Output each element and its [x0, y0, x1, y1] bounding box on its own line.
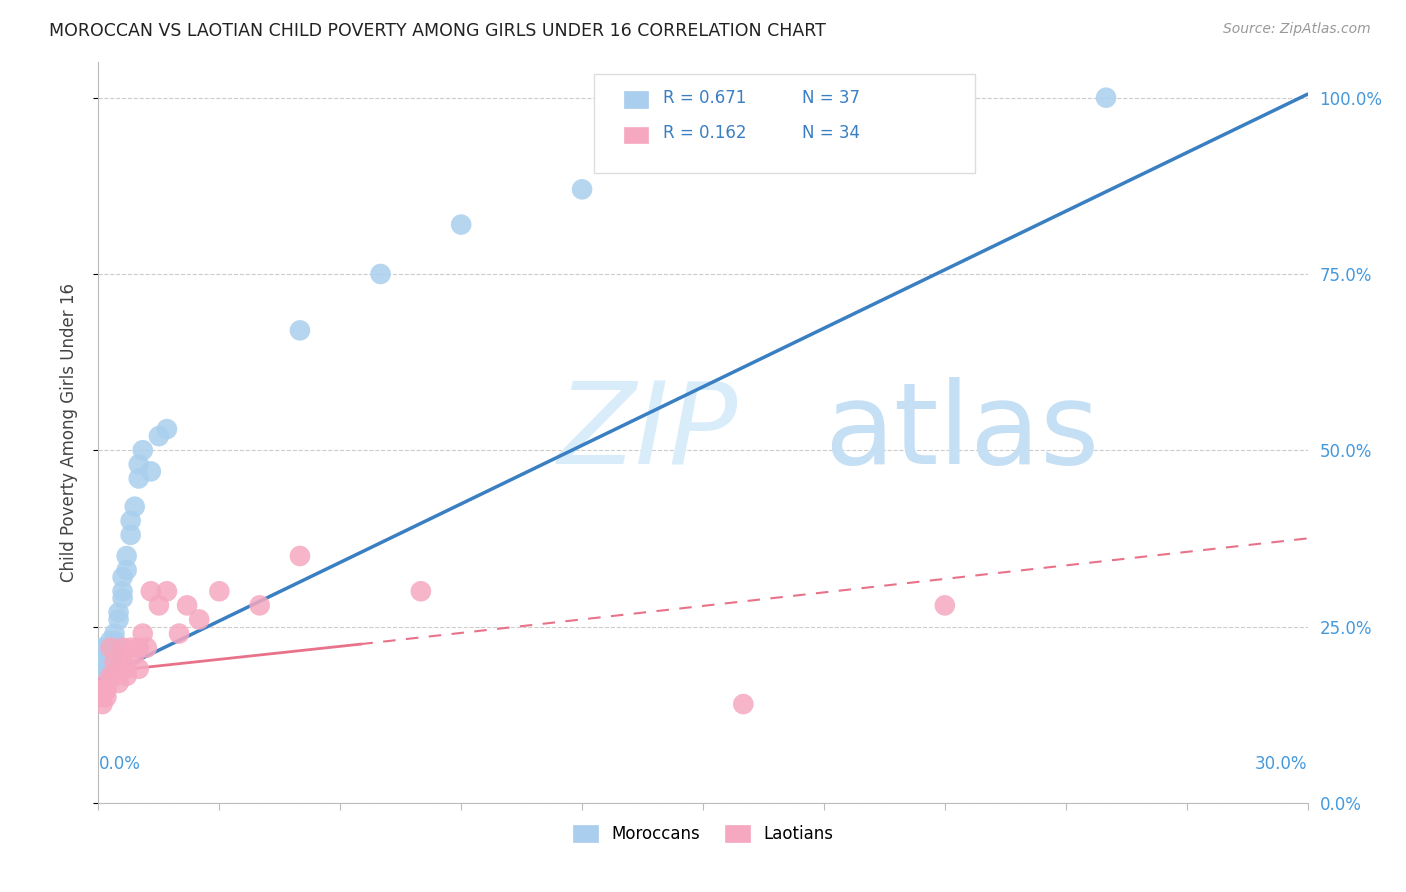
Point — [100, 655, 122, 669]
Point — [107, 662, 129, 676]
Point — [96, 683, 118, 698]
Point — [733, 697, 755, 711]
Point — [167, 626, 190, 640]
Point — [450, 218, 472, 232]
Point — [107, 606, 129, 620]
Point — [115, 563, 138, 577]
Point — [111, 584, 134, 599]
Point — [176, 599, 198, 613]
Legend: Moroccans, Laotians: Moroccans, Laotians — [567, 819, 839, 850]
Point — [148, 599, 170, 613]
Point — [96, 648, 118, 662]
Text: atlas: atlas — [824, 377, 1099, 488]
Point — [132, 626, 155, 640]
Point — [288, 549, 311, 563]
Point — [156, 422, 179, 436]
Point — [100, 633, 122, 648]
Point — [91, 697, 114, 711]
Point — [120, 640, 142, 655]
Text: ZIP: ZIP — [558, 377, 738, 488]
Point — [91, 662, 114, 676]
Point — [107, 676, 129, 690]
Point — [139, 584, 162, 599]
Point — [571, 182, 593, 196]
Point — [111, 591, 134, 606]
Bar — [624, 91, 648, 108]
Point — [115, 662, 138, 676]
Point — [103, 640, 125, 655]
Point — [249, 599, 271, 613]
Point — [128, 458, 150, 472]
Point — [96, 662, 118, 676]
Point — [120, 528, 142, 542]
Point — [188, 612, 211, 626]
Point — [124, 500, 146, 514]
Point — [96, 676, 118, 690]
Point — [100, 669, 122, 683]
Text: MOROCCAN VS LAOTIAN CHILD POVERTY AMONG GIRLS UNDER 16 CORRELATION CHART: MOROCCAN VS LAOTIAN CHILD POVERTY AMONG … — [49, 22, 827, 40]
Text: 30.0%: 30.0% — [1256, 755, 1308, 772]
Point — [370, 267, 392, 281]
Point — [893, 126, 915, 140]
Point — [115, 669, 138, 683]
Point — [96, 640, 118, 655]
Point — [128, 662, 150, 676]
Text: N = 34: N = 34 — [803, 124, 860, 143]
Point — [91, 690, 114, 704]
Text: R = 0.671: R = 0.671 — [664, 89, 747, 107]
Point — [124, 648, 146, 662]
Point — [91, 640, 114, 655]
Point — [128, 471, 150, 485]
Point — [139, 464, 162, 478]
Point — [96, 655, 118, 669]
Point — [115, 549, 138, 563]
Point — [103, 655, 125, 669]
Point — [288, 323, 311, 337]
Point — [111, 655, 134, 669]
Point — [103, 626, 125, 640]
Point — [409, 584, 432, 599]
Point — [156, 584, 179, 599]
Point — [934, 599, 956, 613]
Point — [111, 570, 134, 584]
Point — [103, 633, 125, 648]
Point — [148, 429, 170, 443]
Y-axis label: Child Poverty Among Girls Under 16: Child Poverty Among Girls Under 16 — [59, 283, 77, 582]
Point — [111, 640, 134, 655]
Point — [1095, 91, 1118, 105]
Point — [135, 640, 157, 655]
Point — [128, 640, 150, 655]
Point — [100, 640, 122, 655]
Text: 0.0%: 0.0% — [98, 755, 141, 772]
FancyBboxPatch shape — [595, 73, 976, 173]
Point — [120, 514, 142, 528]
Point — [96, 690, 118, 704]
Point — [208, 584, 231, 599]
Point — [91, 683, 114, 698]
Point — [100, 640, 122, 655]
Text: R = 0.162: R = 0.162 — [664, 124, 747, 143]
Point — [132, 443, 155, 458]
Text: Source: ZipAtlas.com: Source: ZipAtlas.com — [1223, 22, 1371, 37]
Point — [96, 648, 118, 662]
Point — [107, 612, 129, 626]
Point — [91, 655, 114, 669]
Bar — [624, 127, 648, 143]
Point — [100, 648, 122, 662]
Text: N = 37: N = 37 — [803, 89, 860, 107]
Point — [103, 669, 125, 683]
